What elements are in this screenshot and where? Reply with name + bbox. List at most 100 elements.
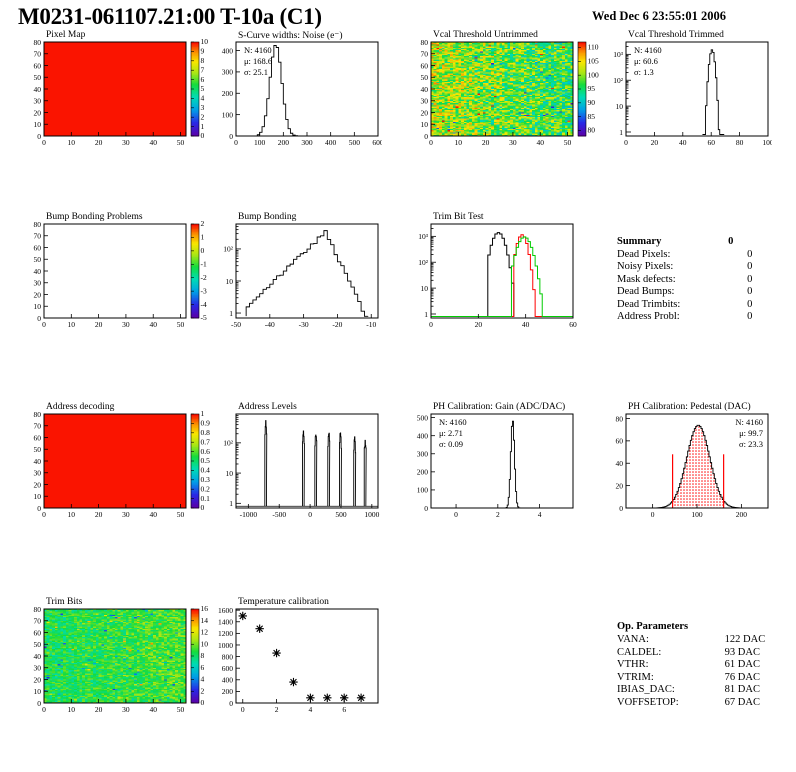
x-tick-label: 20 <box>95 138 103 147</box>
summary-row: Address Probl: 0 <box>617 311 752 324</box>
x-tick-label: 0 <box>308 510 312 519</box>
y-tick-label: 10² <box>223 439 234 448</box>
x-tick-label: 20 <box>95 320 103 329</box>
y-tick-label: 60 <box>421 61 429 70</box>
colorbar-tick-label: -3 <box>201 286 207 295</box>
y-tick-label: 10² <box>613 76 624 85</box>
y-tick-label: 10 <box>226 277 234 286</box>
x-tick-label: 500 <box>335 510 347 519</box>
summary-row: Mask defects: 0 <box>617 274 752 287</box>
colorbar-tick-label: 0 <box>201 503 205 512</box>
x-tick-label: 50 <box>177 510 185 519</box>
x-tick-label: 20 <box>482 138 490 147</box>
x-tick-label: 50 <box>177 320 185 329</box>
y-tick-label: 80 <box>616 414 624 423</box>
y-tick-label: 80 <box>34 605 42 614</box>
y-tick-label: 50 <box>34 255 42 264</box>
x-tick-label: 50 <box>177 705 185 714</box>
stat-N: N: 4160 <box>735 417 763 427</box>
plot-title: Trim Bit Test <box>433 212 484 222</box>
plot-address-levels: Address Levels -1000 -500 0 500 1000 1 10 10² <box>212 402 382 522</box>
y-tick-label: 0 <box>619 504 623 513</box>
colorbar-tick-label: 5 <box>201 84 205 93</box>
y-tick-label: 60 <box>34 628 42 637</box>
x-tick-label: 200 <box>278 138 290 147</box>
y-tick-label: 40 <box>34 652 42 661</box>
x-tick-label: 30 <box>122 138 130 147</box>
y-tick-label: 400 <box>417 431 429 440</box>
op-parameter-row: CALDEL: 93 DAC <box>617 647 765 660</box>
op-parameter-value: 61 DAC <box>724 659 760 670</box>
data-point <box>272 648 281 658</box>
op-parameter-row: VTRIM: 76 DAC <box>617 672 765 685</box>
summary-row-label: Dead Trimbits: <box>617 298 681 310</box>
colorbar-tick-label: 10 <box>201 37 209 46</box>
y-tick-label: 800 <box>222 652 234 661</box>
y-tick-label: 70 <box>34 232 42 241</box>
x-tick-label: 0 <box>429 138 433 147</box>
colorbar-tick-label: 6 <box>201 663 205 672</box>
y-tick-label: 200 <box>222 687 234 696</box>
stat-mu: μ: 99.7 <box>739 428 763 438</box>
colorbar-tick-label: 0 <box>201 246 205 255</box>
x-tick-label: 0 <box>42 138 46 147</box>
y-tick-label: 100 <box>222 110 234 119</box>
x-tick-label: 0 <box>624 138 628 147</box>
colorbar-tick-label: 7 <box>201 65 205 74</box>
x-tick-label: 40 <box>149 705 157 714</box>
y-tick-label: 30 <box>34 97 42 106</box>
x-tick-label: 2 <box>496 510 500 519</box>
op-parameter-row: VANA: 122 DAC <box>617 634 765 647</box>
plot-ph-calibration-pedestal: PH Calibration: Pedestal (DAC) 0 100 200 0 20… <box>602 402 772 522</box>
op-parameter-value: 93 DAC <box>724 646 760 658</box>
y-tick-label: 10 <box>34 120 42 129</box>
colorbar-tick-label: 4 <box>201 94 205 103</box>
summary-row-value: 0 <box>747 286 753 297</box>
op-parameter-value: 67 DAC <box>724 696 760 708</box>
x-tick-label: 10 <box>68 510 76 519</box>
x-tick-label: 300 <box>301 138 313 147</box>
plot-canvas: 0 10 20 30 40 5001020304050607080024681012141… <box>34 604 209 714</box>
summary-row: Noisy Pixels: 0 <box>617 261 752 274</box>
colorbar-tick-label: 14 <box>201 616 209 625</box>
y-tick-label: 30 <box>34 279 42 288</box>
x-tick-label: 30 <box>122 705 130 714</box>
x-tick-label: 50 <box>177 138 185 147</box>
colorbar-tick-label: 95 <box>588 84 596 93</box>
y-tick-label: 10 <box>34 492 42 501</box>
colorbar-tick-label: 105 <box>588 57 600 66</box>
colorbar-tick-label: 3 <box>201 103 205 112</box>
summary-row: Dead Trimbits: 0 <box>617 299 752 312</box>
x-tick-label: -20 <box>332 320 342 329</box>
y-tick-label: 20 <box>34 480 42 489</box>
x-tick-label: -1000 <box>240 510 258 519</box>
plot-canvas: 0 100 200 300 400 500 600 0 100 200 300 400 N: 4160μ… <box>222 41 382 147</box>
y-tick-label: 300 <box>222 68 234 77</box>
x-tick-label: 4 <box>309 705 313 714</box>
y-tick-label: 20 <box>34 108 42 117</box>
x-tick-label: 10 <box>455 138 463 147</box>
plot-scurve-widths: S-Curve widths: Noise (e⁻) 0 100 200 300 400 5… <box>212 30 382 150</box>
plot-canvas: 0 10 20 30 40 5001020304050607080-5-4-3-2-101… <box>34 219 207 329</box>
x-tick-label: 0 <box>42 510 46 519</box>
summary-panel: Summary 0 Dead Pixels: 0 Noisy Pixels: 0 Mas… <box>617 236 752 324</box>
x-tick-label: 0 <box>241 705 245 714</box>
plot-title: Vcal Threshold Trimmed <box>628 30 724 40</box>
y-tick-label: 1000 <box>218 641 233 650</box>
colorbar-tick-label: -2 <box>201 273 207 282</box>
plot-title: Vcal Threshold Untrimmed <box>433 30 538 40</box>
stat-N: N: 4160 <box>634 45 662 55</box>
data-point <box>289 677 298 687</box>
stat-mu: μ: 2.71 <box>439 428 463 438</box>
y-tick-label: 200 <box>417 468 429 477</box>
colorbar-tick-label: -1 <box>201 259 207 268</box>
colorbar-tick-label: 10 <box>201 639 209 648</box>
y-tick-label: 0 <box>37 699 41 708</box>
summary-row-value: 0 <box>747 311 753 322</box>
y-tick-label: 50 <box>34 640 42 649</box>
stat-mu: μ: 60.6 <box>634 56 658 66</box>
summary-row-label: Address Probl: <box>617 311 680 322</box>
colorbar-tick-label: 0.4 <box>201 466 211 475</box>
plot-title: PH Calibration: Pedestal (DAC) <box>628 402 751 412</box>
y-tick-label: 0 <box>229 699 233 708</box>
